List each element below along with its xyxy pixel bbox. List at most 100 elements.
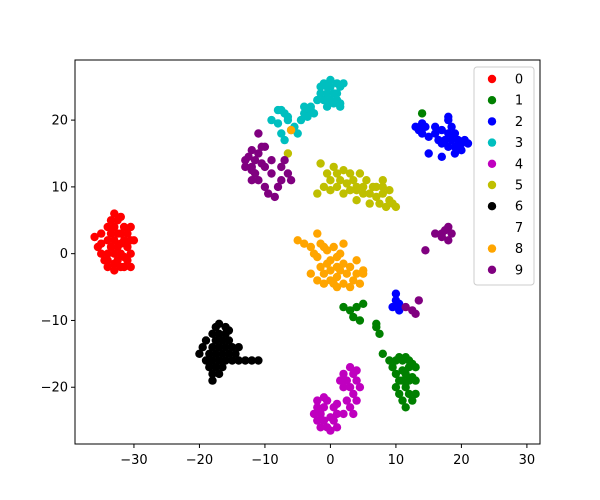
point-4-24 [349, 389, 358, 399]
point-6-31 [234, 343, 243, 352]
point-4-26 [352, 376, 361, 385]
point-2-17 [437, 152, 446, 161]
x-tick-label: 30 [519, 453, 536, 468]
point-4-0 [309, 409, 319, 419]
point-8-15 [329, 242, 338, 252]
point-0-13 [110, 222, 119, 232]
point-6-9 [208, 329, 217, 338]
x-tick-label: −20 [186, 453, 213, 468]
point-2-12 [431, 122, 440, 131]
point-4-20 [345, 363, 355, 372]
legend-label-6: 6 [515, 200, 523, 215]
point-0-8 [103, 262, 112, 272]
point-8-29 [352, 269, 361, 278]
y-tick-label: 20 [51, 114, 68, 129]
point-6-20 [218, 349, 227, 358]
point-1-2 [345, 306, 355, 315]
y-tick-label: 10 [51, 180, 68, 195]
point-1-9 [372, 319, 381, 328]
point-9-15 [270, 192, 279, 202]
point-9-13 [267, 156, 276, 165]
point-5-5 [326, 186, 335, 195]
point-6-15 [214, 356, 224, 365]
point-2-26 [450, 149, 460, 158]
point-4-1 [313, 416, 322, 425]
point-8-30 [355, 279, 365, 288]
point-6-16 [214, 343, 224, 352]
point-2-1 [391, 289, 401, 298]
point-2-11 [424, 149, 433, 158]
point-5-27 [375, 199, 384, 208]
point-6-36 [221, 322, 230, 332]
legend-label-1: 1 [515, 94, 523, 109]
point-9-26 [247, 176, 256, 185]
point-9-16 [273, 182, 283, 192]
point-1-18 [395, 389, 404, 399]
point-9-23 [247, 166, 256, 175]
point-2-4 [395, 299, 404, 308]
point-5-19 [359, 182, 368, 192]
point-8-1 [293, 236, 302, 245]
point-9-10 [260, 182, 270, 192]
point-5-2 [319, 182, 329, 192]
point-3-12 [303, 112, 312, 122]
point-0-40 [119, 262, 129, 272]
x-tick-label: −10 [251, 453, 278, 468]
point-4-29 [355, 383, 365, 392]
point-0-39 [116, 239, 126, 248]
point-0-11 [106, 242, 116, 252]
point-5-21 [362, 176, 371, 185]
point-1-6 [359, 299, 368, 308]
point-3-38 [322, 82, 332, 91]
point-9-32 [444, 222, 453, 232]
point-6-22 [221, 356, 230, 365]
point-6-21 [218, 336, 227, 345]
point-5-0 [316, 159, 325, 168]
point-6-3 [201, 336, 211, 345]
legend-marker-8 [487, 244, 497, 253]
legend-label-9: 9 [515, 263, 523, 278]
point-2-13 [431, 129, 440, 138]
point-2-20 [444, 129, 453, 138]
legend-marker-7 [487, 223, 497, 232]
point-0-34 [126, 262, 135, 272]
point-8-2 [300, 239, 309, 248]
series-4 [309, 363, 365, 435]
point-4-13 [332, 409, 342, 419]
point-1-25 [401, 383, 410, 392]
point-6-12 [211, 336, 220, 345]
point-0-9 [106, 216, 116, 225]
point-8-3 [306, 242, 315, 252]
plot-frame [74, 59, 541, 445]
point-3-16 [313, 95, 322, 105]
point-2-0 [388, 302, 397, 312]
point-5-14 [345, 186, 355, 195]
point-2-23 [447, 135, 456, 145]
point-5-30 [381, 202, 391, 212]
point-2-29 [457, 146, 466, 155]
point-1-14 [391, 369, 401, 379]
point-0-7 [103, 249, 112, 258]
point-4-16 [339, 383, 348, 392]
x-axis: −30 −20 −10 0 10 20 30 [120, 444, 535, 468]
point-8-5 [313, 252, 322, 262]
point-2-24 [450, 129, 460, 138]
point-8-21 [336, 266, 345, 275]
point-0-3 [97, 229, 106, 238]
point-5-1 [313, 189, 322, 198]
point-1-5 [355, 316, 365, 325]
point-4-19 [342, 396, 351, 405]
point-4-4 [316, 409, 325, 419]
y-tick-label: −10 [41, 314, 68, 329]
point-5-28 [378, 189, 387, 198]
point-0-33 [126, 249, 135, 258]
point-0-6 [103, 236, 112, 245]
legend-label-2: 2 [515, 115, 523, 130]
y-axis: −20 −10 0 10 20 [41, 114, 75, 396]
point-3-33 [336, 102, 345, 111]
point-3-36 [277, 105, 286, 115]
point-1-30 [404, 389, 414, 399]
point-6-8 [208, 343, 217, 352]
point-6-19 [218, 363, 227, 372]
